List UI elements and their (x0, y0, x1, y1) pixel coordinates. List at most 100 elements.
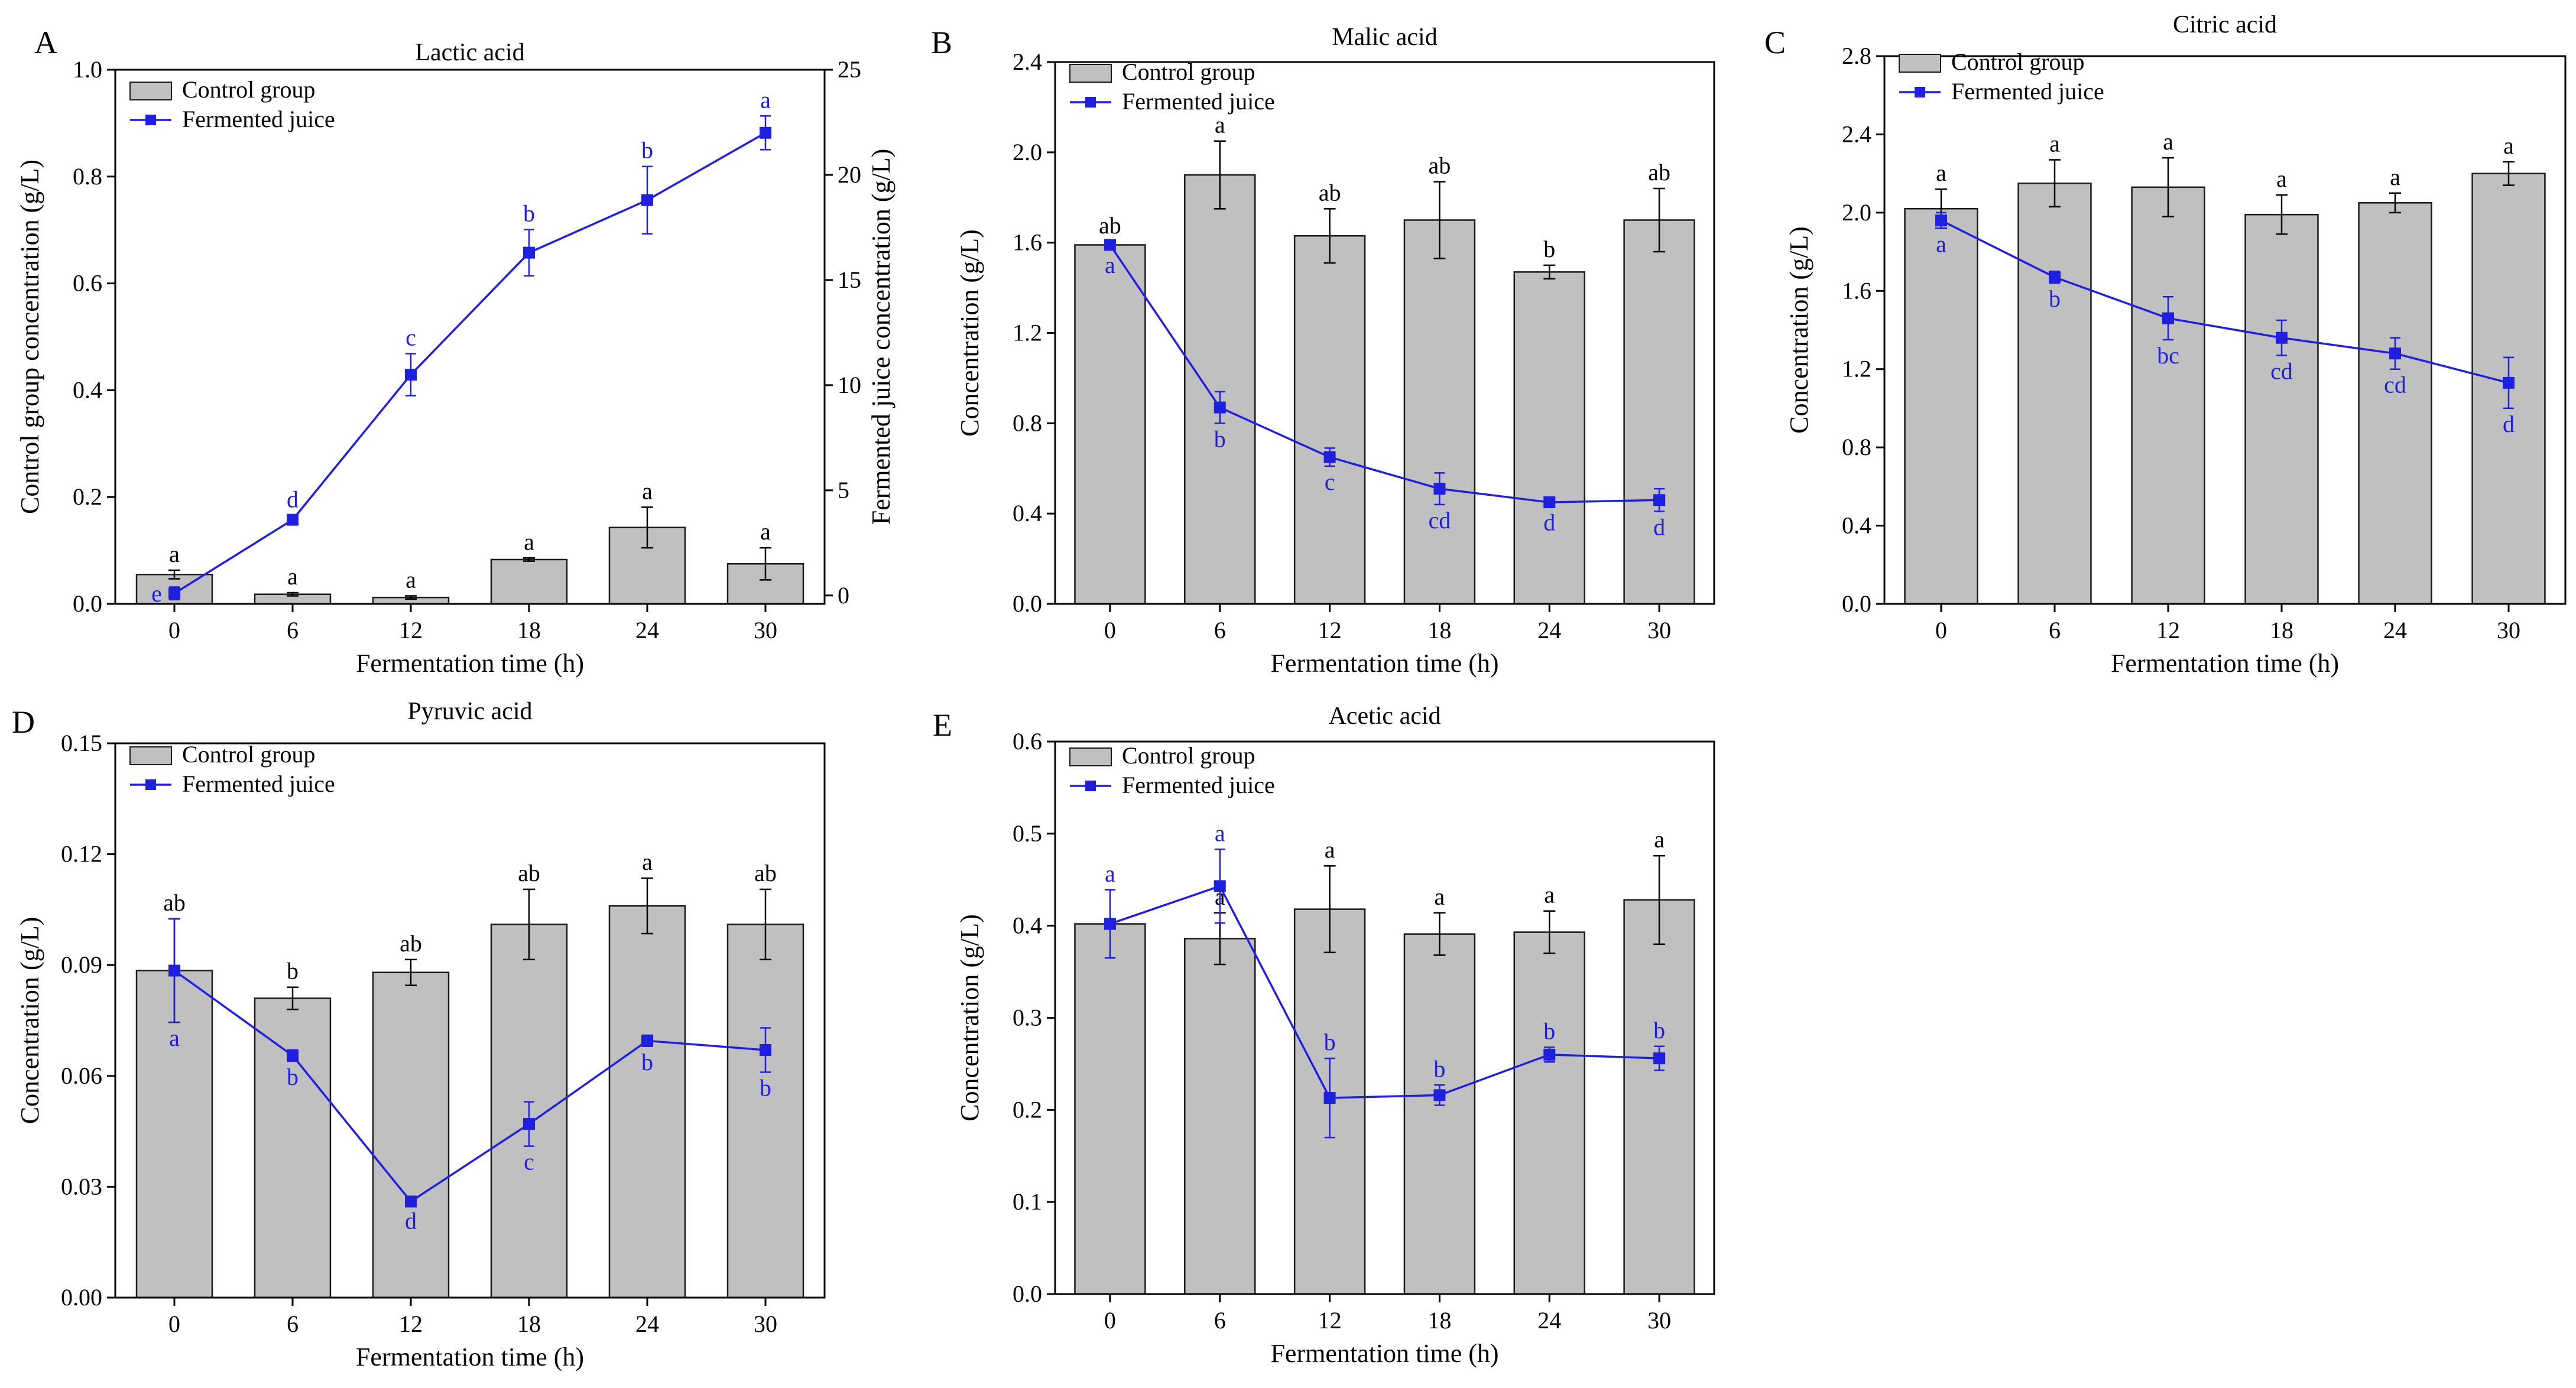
bar-control-18 (1403, 933, 1476, 1295)
y-axis-label: Concentration (g/L) (955, 914, 984, 1122)
point-fermented-6-0 (168, 587, 180, 600)
x-tick-label: 18 (517, 1311, 541, 1337)
x-tick-label: 12 (399, 1311, 423, 1337)
point-fermented-6-1 (1214, 401, 1226, 414)
plot-frame (114, 69, 826, 605)
point-fermented-6-4 (1543, 496, 1556, 509)
letter-fermented: b (1324, 1029, 1336, 1055)
point-fermented-6-5 (1653, 1052, 1666, 1065)
point-fermented-6-2 (2162, 312, 2174, 324)
x-tick-label: 24 (2383, 617, 2407, 643)
legend-label-control: Control group (182, 76, 316, 103)
x-tick-label: 24 (635, 617, 659, 643)
y-tick-label: 1.2 (1842, 356, 1871, 382)
chart-title: Malic acid (1332, 24, 1437, 51)
y-tick-label: 0.8 (73, 163, 102, 190)
letter-fermented: b (2049, 285, 2061, 312)
x-tick-label: 30 (754, 1311, 777, 1337)
x-tick-label: 0 (1104, 617, 1116, 643)
series-line-fermented (1941, 219, 2509, 384)
x-tick-label: 24 (1537, 1307, 1561, 1334)
x-tick-label: 12 (1318, 617, 1342, 643)
letter-control: a (1435, 883, 1445, 910)
x-tick-label: 6 (2049, 617, 2061, 643)
legend-label-fermented: Fermented juice (1951, 78, 2104, 105)
letter-control: a (1325, 836, 1335, 863)
plot-frame (114, 742, 826, 1299)
y-tick-label: 0.15 (61, 730, 102, 756)
y2-tick-label: 25 (838, 56, 861, 83)
x-tick-label: 12 (1318, 1307, 1342, 1334)
letter-control: a (760, 518, 771, 545)
x-axis-label: Fermentation time (h) (356, 1343, 584, 1371)
letter-control: b (287, 958, 299, 984)
y-tick-label: 0.6 (73, 270, 102, 297)
letter-control: a (2503, 132, 2514, 159)
legend-swatch-control (1069, 747, 1112, 766)
x-tick-label: 30 (1647, 1307, 1671, 1334)
y-tick-label: 0.3 (1013, 1005, 1042, 1031)
letter-fermented: c (1325, 469, 1335, 495)
letter-control: a (524, 528, 534, 555)
letter-control: a (2276, 165, 2287, 192)
y-axis-label: Control group concentration (g/L) (15, 160, 44, 514)
point-fermented-6-1 (1214, 880, 1226, 892)
y-tick-label: 2.8 (1842, 43, 1871, 69)
bar-control-24 (1513, 931, 1585, 1295)
letter-fermented: b (523, 200, 535, 226)
point-fermented-6-2 (1323, 451, 1336, 463)
panel-label: C (1764, 25, 1786, 60)
y-tick-label: 0.1 (1013, 1188, 1042, 1215)
bar-control-0 (135, 970, 213, 1299)
letter-control: ab (754, 860, 777, 886)
letter-fermented: a (1936, 230, 1946, 257)
letter-control: a (2163, 128, 2173, 155)
y-tick-label: 0.09 (61, 951, 102, 978)
x-axis-label: Fermentation time (h) (356, 649, 584, 678)
y-tick-label: 1.6 (1013, 229, 1042, 256)
x-tick-label: 0 (168, 1311, 180, 1337)
bar-control-6 (2017, 182, 2092, 605)
letter-control: a (1936, 160, 1946, 186)
panel-label: A (34, 25, 57, 60)
bar-control-12 (1293, 235, 1366, 605)
letter-control: a (642, 849, 653, 875)
point-fermented-6-5 (760, 1044, 771, 1057)
panel-c: C Citric acid a a a a a a a b bc cd cd d 0.0 0.4 0.8 1.2 1… (1764, 11, 2567, 678)
y-tick-label: 0.0 (1013, 590, 1042, 617)
point-fermented-6-1 (2049, 271, 2061, 284)
legend-label-fermented: Fermented juice (1122, 88, 1275, 115)
letter-control: ab (1648, 159, 1670, 186)
legend-marker-fermented (1915, 87, 1925, 97)
letter-control: a (169, 541, 180, 567)
bar-control-12 (372, 971, 450, 1299)
chart-title: Acetic acid (1328, 703, 1441, 730)
letter-fermented: c (524, 1149, 534, 1175)
point-fermented-6-4 (1543, 1048, 1556, 1061)
bar-control-12 (2131, 186, 2205, 605)
series-line-fermented (1109, 885, 1660, 1099)
point-fermented-6-3 (1433, 1089, 1446, 1101)
letter-fermented: b (760, 1075, 771, 1101)
point-fermented-6-5 (2503, 376, 2515, 389)
x-tick-label: 0 (168, 617, 180, 643)
bar-control-0 (1074, 923, 1146, 1295)
letter-fermented: a (1105, 252, 1115, 278)
y-tick-label: 0.12 (61, 841, 102, 867)
bar-control-24 (608, 905, 686, 1299)
x-tick-label: 0 (1935, 617, 1947, 643)
y-tick-label: 1.6 (1842, 277, 1871, 304)
series-line-fermented (1109, 244, 1660, 503)
y-tick-label: 2.4 (1842, 121, 1871, 147)
chart-title: Pyruvic acid (407, 698, 532, 725)
point-fermented-6-4 (641, 194, 653, 206)
x-tick-label: 12 (399, 617, 423, 643)
y2-tick-label: 0 (838, 582, 849, 609)
legend-marker-fermented (1085, 781, 1096, 791)
letter-fermented: cd (2384, 372, 2406, 398)
x-tick-label: 6 (1214, 617, 1226, 643)
y-tick-label: 0.8 (1013, 409, 1042, 436)
